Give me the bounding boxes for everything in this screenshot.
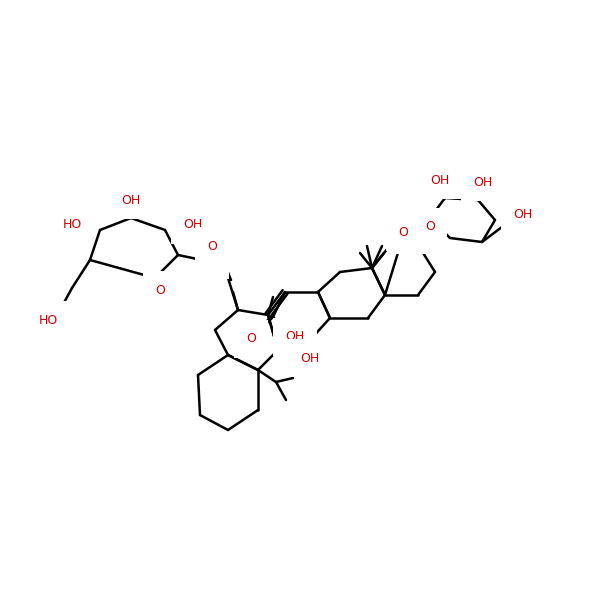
Text: O: O — [405, 229, 415, 241]
Text: O: O — [246, 332, 256, 346]
Text: HO: HO — [38, 313, 58, 326]
Text: O: O — [425, 220, 435, 233]
Text: O: O — [155, 283, 165, 296]
Text: OH: OH — [184, 218, 203, 232]
Text: OH: OH — [121, 193, 140, 206]
Text: O: O — [207, 253, 217, 266]
Text: OH: OH — [301, 352, 320, 364]
Text: OH: OH — [514, 208, 533, 221]
Text: OH: OH — [430, 173, 449, 187]
Text: O: O — [398, 226, 408, 238]
Text: OH: OH — [286, 331, 305, 343]
Text: O: O — [207, 239, 217, 253]
Text: OH: OH — [473, 175, 493, 188]
Text: HO: HO — [62, 218, 82, 232]
